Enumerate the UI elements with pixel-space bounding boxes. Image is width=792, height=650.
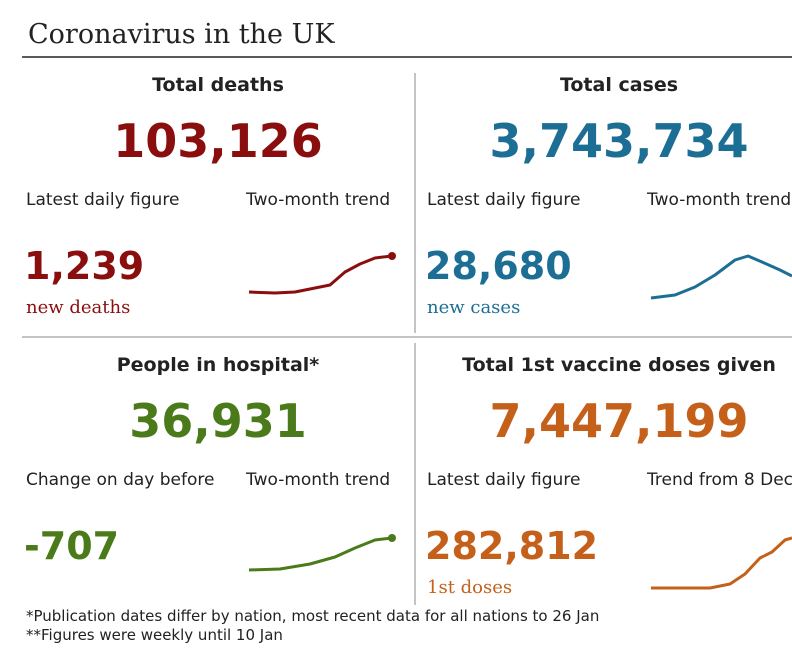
figure-label: Latest daily figure: [427, 470, 580, 490]
figure-unit: new deaths: [26, 297, 130, 318]
panel-heading: Total cases: [560, 74, 678, 96]
footnote: *Publication dates differ by nation, mos…: [26, 607, 599, 625]
figure-unit: 1st doses: [427, 577, 512, 598]
trend-line: [248, 254, 393, 295]
figure-label: Change on day before: [26, 470, 214, 490]
panel-heading: Total 1st vaccine doses given: [462, 354, 776, 376]
figure-label: Latest daily figure: [427, 190, 580, 210]
page-title: Coronavirus in the UK: [28, 19, 335, 50]
panel-total: 103,126: [113, 114, 323, 168]
daily-figure: -707: [24, 524, 119, 568]
trend-end: [388, 252, 396, 260]
trend-label: Two-month trend: [245, 470, 390, 490]
trend-line: [248, 536, 393, 572]
daily-figure: 1,239: [24, 244, 144, 288]
panel-total: 7,447,199: [490, 394, 749, 448]
trend-label: Trend from 8 Dec: [646, 470, 792, 490]
figure-unit: new cases: [427, 297, 520, 318]
trend-label: Two-month trend: [245, 190, 390, 210]
panel-heading: Total deaths: [152, 74, 284, 96]
panel-total: 36,931: [129, 394, 307, 448]
panel-heading: People in hospital*: [117, 354, 320, 376]
trend-line: [651, 536, 792, 590]
daily-figure: 28,680: [425, 244, 572, 288]
trend-end: [388, 534, 396, 542]
footnote: **Figures were weekly until 10 Jan: [26, 626, 283, 644]
daily-figure: 282,812: [425, 524, 598, 568]
trend-line: [650, 254, 792, 300]
panel-total: 3,743,734: [490, 114, 749, 168]
figure-label: Latest daily figure: [26, 190, 179, 210]
trend-label: Two-month trend: [646, 190, 791, 210]
